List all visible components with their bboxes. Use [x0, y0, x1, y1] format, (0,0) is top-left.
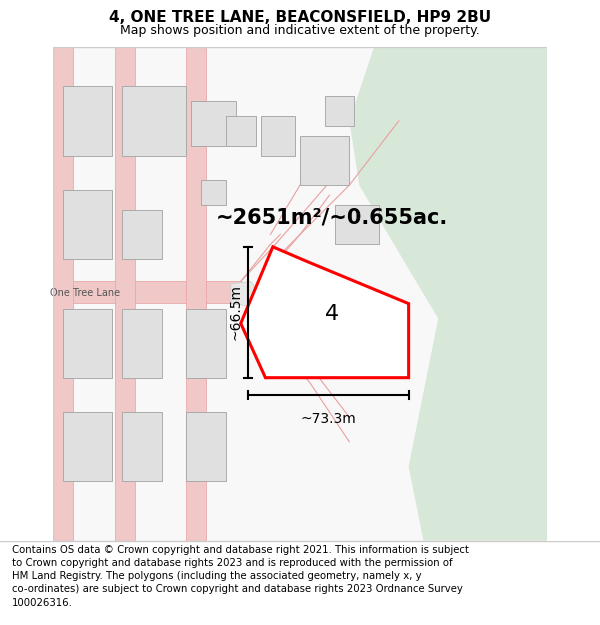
Polygon shape	[349, 47, 547, 541]
Bar	[63, 86, 112, 156]
Text: 4, ONE TREE LANE, BEACONSFIELD, HP9 2BU: 4, ONE TREE LANE, BEACONSFIELD, HP9 2BU	[109, 10, 491, 25]
Bar	[349, 318, 374, 343]
Polygon shape	[187, 47, 206, 541]
Text: Contains OS data © Crown copyright and database right 2021. This information is : Contains OS data © Crown copyright and d…	[12, 545, 469, 608]
Bar	[226, 116, 256, 146]
Text: Map shows position and indicative extent of the property.: Map shows position and indicative extent…	[120, 24, 480, 36]
Polygon shape	[115, 47, 134, 541]
Bar	[187, 309, 226, 378]
Bar	[122, 412, 162, 481]
Bar	[122, 210, 162, 259]
Bar	[300, 136, 349, 185]
Text: One Tree Lane: One Tree Lane	[50, 288, 120, 298]
Bar	[187, 412, 226, 481]
Bar	[122, 86, 187, 156]
Text: 4: 4	[325, 304, 339, 324]
Text: ~2651m²/~0.655ac.: ~2651m²/~0.655ac.	[216, 208, 448, 227]
Polygon shape	[241, 247, 409, 378]
Bar	[63, 190, 112, 259]
Bar	[260, 116, 295, 156]
Bar	[325, 96, 355, 126]
Bar	[63, 412, 112, 481]
Polygon shape	[53, 47, 73, 541]
Text: ~66.5m: ~66.5m	[229, 284, 243, 340]
Bar	[191, 101, 236, 146]
Bar	[335, 205, 379, 244]
Bar	[122, 309, 162, 378]
Polygon shape	[53, 281, 260, 304]
Bar	[201, 180, 226, 205]
Text: ~73.3m: ~73.3m	[301, 412, 356, 426]
Bar	[63, 309, 112, 378]
Polygon shape	[231, 281, 260, 306]
